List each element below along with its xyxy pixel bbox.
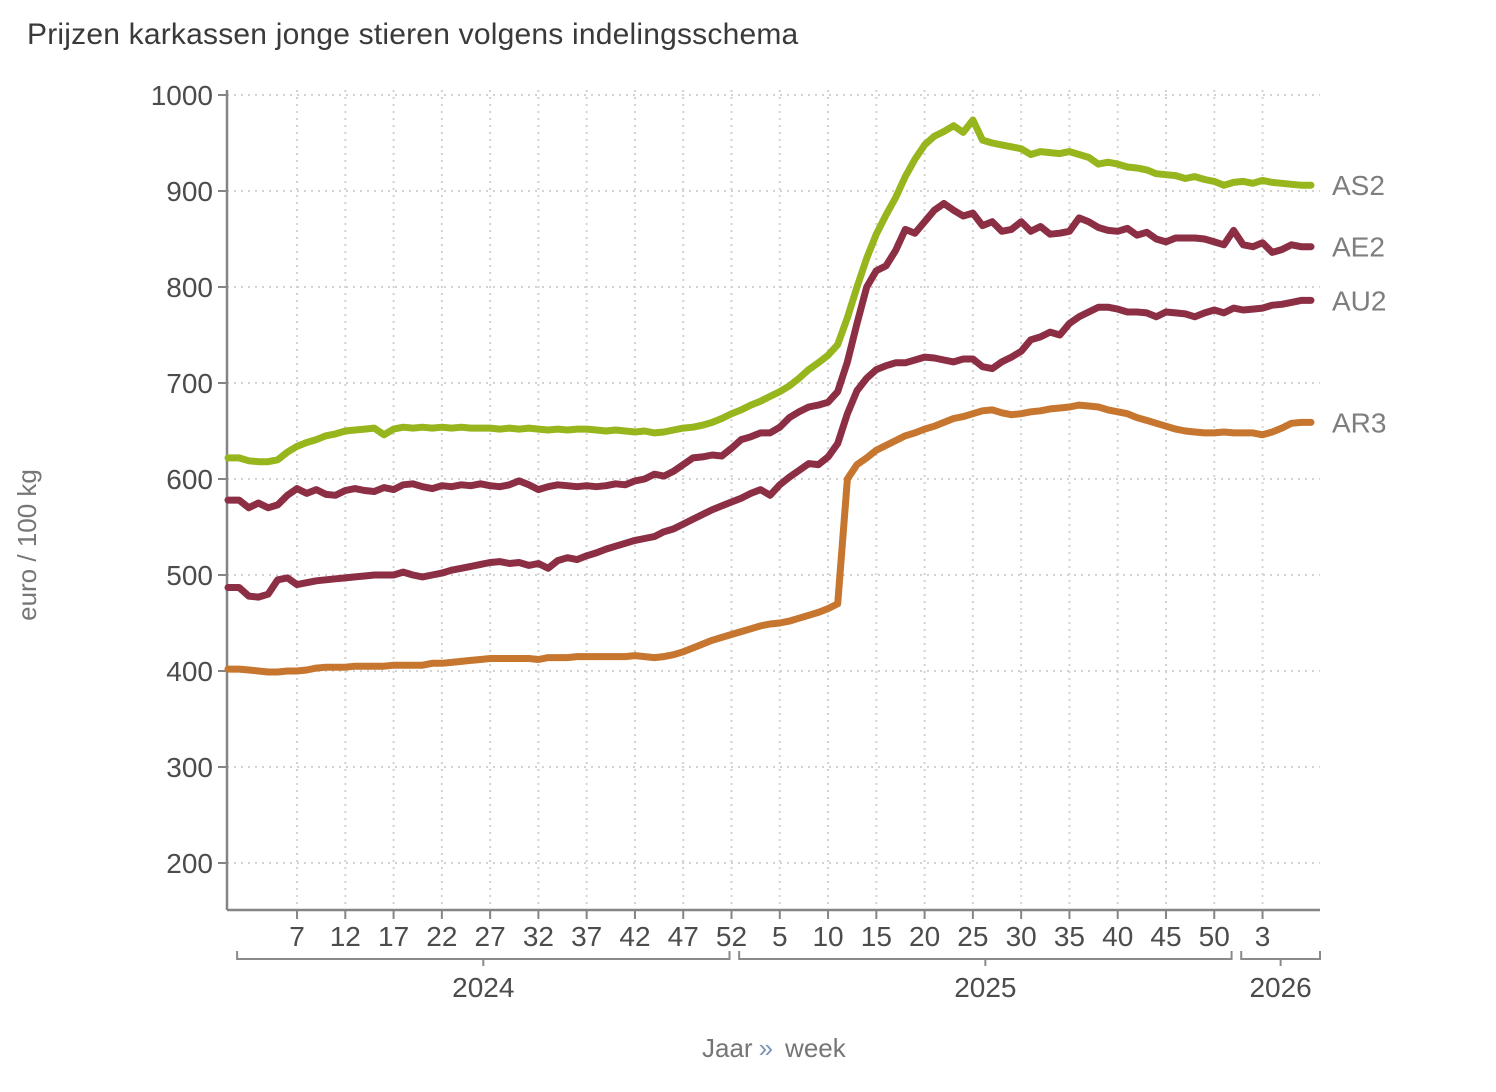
y-tick-label: 200: [166, 848, 213, 879]
y-axis-title: euro / 100 kg: [12, 469, 42, 621]
x-tick-label: 10: [812, 921, 843, 952]
series-label-AR3: AR3: [1332, 407, 1386, 438]
x-tick-label: 27: [475, 921, 506, 952]
y-tick-label: 400: [166, 656, 213, 687]
gridlines: [227, 90, 1320, 910]
y-tick-label: 500: [166, 560, 213, 591]
y-tick-label: 900: [166, 176, 213, 207]
year-label: 2025: [954, 972, 1016, 1003]
x-tick-label: 25: [957, 921, 988, 952]
tick-labels: 200 300 400 500 600 700 800 900 1000 7 12 17 22 27 32 3…: [151, 80, 1271, 952]
y-tick-label: 300: [166, 752, 213, 783]
year-bracket: [236, 951, 731, 960]
x-tick-label: 45: [1150, 921, 1181, 952]
x-tick-label: 5: [772, 921, 788, 952]
x-tick-label: 37: [571, 921, 602, 952]
x-tick-label: 17: [378, 921, 409, 952]
year-bracket: [738, 951, 1233, 960]
series-lines: [224, 116, 1315, 676]
x-tick-label: 40: [1102, 921, 1133, 952]
x-tick-label: 7: [289, 921, 305, 952]
series-label-AU2: AU2: [1332, 285, 1386, 316]
series-label-AS2: AS2: [1332, 170, 1385, 201]
year-label: 2024: [452, 972, 514, 1003]
year-bracket: [1240, 951, 1321, 960]
axes: [225, 90, 1320, 912]
x-tick-label: 50: [1199, 921, 1230, 952]
x-tick-label: 35: [1054, 921, 1085, 952]
x-tick-label: 30: [1006, 921, 1037, 952]
y-tick-label: 600: [166, 464, 213, 495]
y-tick-label: 800: [166, 272, 213, 303]
x-tick-label: 47: [668, 921, 699, 952]
series-line-AR3: [224, 401, 1315, 676]
x-tick-label: 42: [619, 921, 650, 952]
year-label: 2026: [1249, 972, 1311, 1003]
series-line-AS2: [224, 116, 1315, 466]
series-line-AE2: [224, 200, 1315, 512]
x-tick-label: 20: [909, 921, 940, 952]
x-axis-title: Jaar» week: [702, 1033, 847, 1063]
y-tick-label: 1000: [151, 80, 213, 111]
year-brackets: 2024 2025 2026: [236, 951, 1321, 1003]
x-tick-label: 12: [330, 921, 361, 952]
x-tick-label: 52: [716, 921, 747, 952]
x-tick-label: 22: [426, 921, 457, 952]
x-tick-label: 32: [523, 921, 554, 952]
series-labels: AS2 AE2 AU2 AR3: [1332, 170, 1386, 438]
tick-marks: [218, 94, 1264, 919]
series-line-AU2: [224, 296, 1315, 601]
series-label-AE2: AE2: [1332, 232, 1385, 263]
x-tick-label: 15: [861, 921, 892, 952]
y-tick-label: 700: [166, 368, 213, 399]
page-title: Prijzen karkassen jonge stieren volgens …: [27, 18, 799, 51]
x-tick-label: 3: [1255, 921, 1271, 952]
